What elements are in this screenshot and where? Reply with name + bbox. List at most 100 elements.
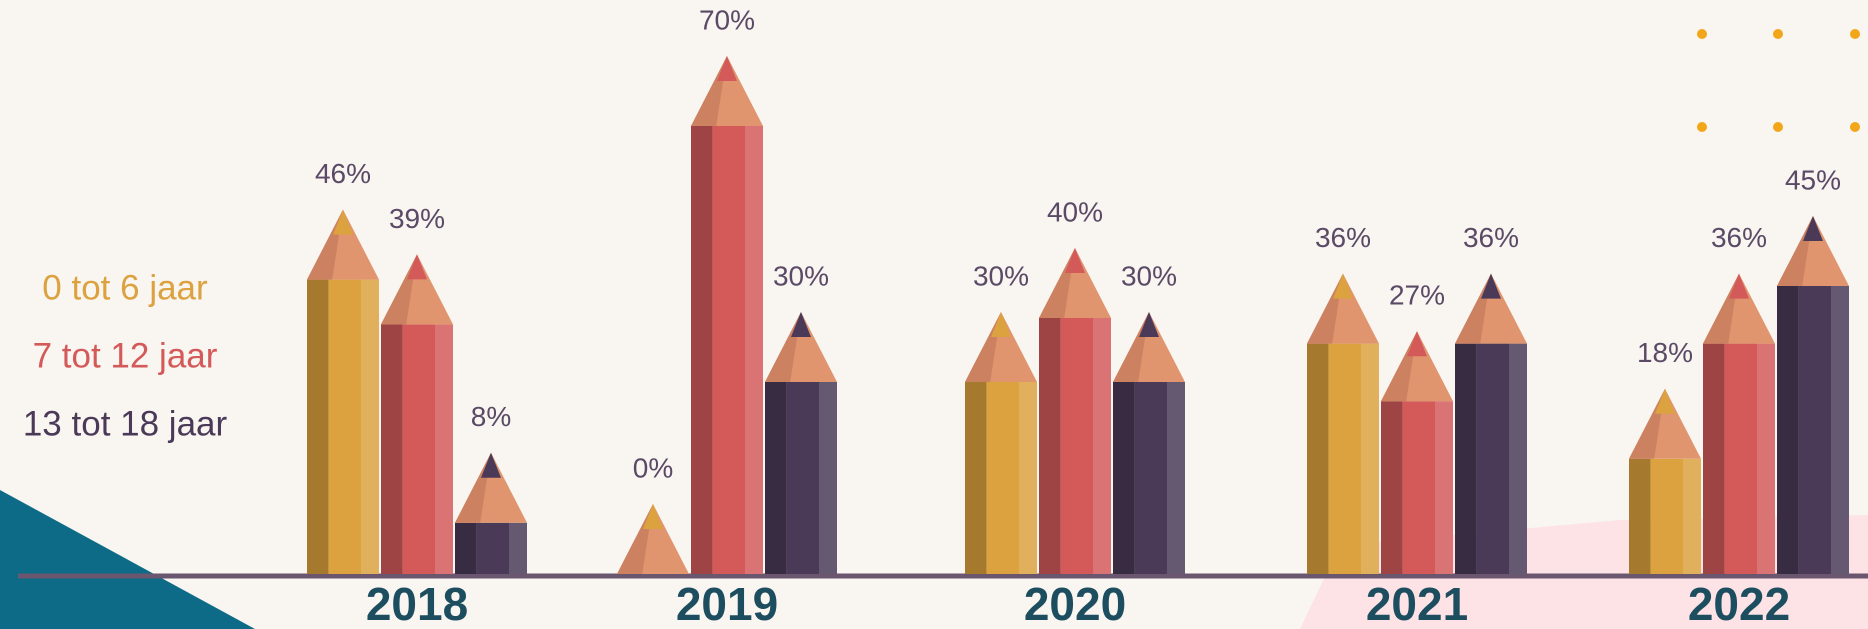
pencil [1777, 216, 1849, 574]
pencil-wood-shade [1703, 273, 1739, 344]
value-label: 39% [389, 203, 445, 234]
value-label: 8% [471, 401, 511, 432]
pencil-lead [1407, 331, 1427, 357]
value-label: 27% [1389, 280, 1445, 311]
pencil-lead [1803, 216, 1823, 241]
pencil [1307, 273, 1379, 574]
pencil [691, 56, 763, 574]
pencil-body [1402, 401, 1435, 574]
pencil-body [1650, 458, 1683, 574]
pencil-body [1328, 343, 1361, 574]
value-label: 45% [1785, 164, 1841, 195]
pencil [1113, 312, 1185, 574]
value-label: 30% [973, 260, 1029, 291]
pencil-wood-shade [1113, 312, 1149, 382]
pencil-body-light [509, 522, 527, 574]
pencil-body-light [1509, 343, 1527, 574]
pencil-body-light [1683, 458, 1701, 574]
value-label: 18% [1637, 337, 1693, 368]
pencil-body-dark [1039, 318, 1061, 574]
pencil-body [402, 324, 435, 574]
pencil-wood-shade [765, 312, 801, 382]
pencil [455, 452, 527, 574]
value-label: 36% [1711, 222, 1767, 253]
pencil-body-light [1361, 343, 1379, 574]
pencil-body [1134, 382, 1167, 574]
legend-label: 7 tot 12 jaar [33, 336, 218, 375]
pencil-body-dark [455, 522, 477, 574]
pencil-lead [407, 254, 427, 280]
pencil-lead [643, 504, 663, 529]
pencil-body-light [1435, 401, 1453, 574]
pencil-body [1060, 318, 1093, 574]
pencil-body-light [1757, 343, 1775, 574]
pencil [1455, 273, 1527, 574]
pencil-lead [717, 56, 737, 81]
pencil [765, 312, 837, 574]
pencil-body [1724, 343, 1757, 574]
pencil-wood-shade [617, 504, 653, 574]
pencil-lead [1333, 273, 1353, 299]
pencil-body-dark [307, 279, 329, 574]
pencil-body [476, 522, 509, 574]
pencil-wood-shade [455, 452, 491, 523]
pencil-body-light [1167, 382, 1185, 574]
value-label: 30% [773, 260, 829, 291]
pencil-wood-shade [1039, 248, 1075, 318]
pencil-body-dark [1455, 343, 1477, 574]
pencil [1039, 248, 1111, 574]
pencil-body [1798, 286, 1831, 574]
pencil-body-dark [1703, 343, 1725, 574]
pencil [1629, 388, 1701, 574]
pencil-lead [333, 209, 353, 235]
pencil-body [1476, 343, 1509, 574]
pencil-lead [1065, 248, 1085, 273]
pencil-lead [791, 312, 811, 337]
pencil [617, 504, 689, 574]
pencil-wood-shade [1307, 273, 1343, 344]
pencil-lead [481, 452, 501, 478]
pencil-body-dark [691, 126, 713, 574]
pencil-body-dark [1777, 286, 1799, 574]
pencil-body-light [745, 126, 763, 574]
pencil-wood-shade [307, 209, 343, 280]
pencil-lead [1655, 388, 1675, 414]
value-label: 36% [1463, 222, 1519, 253]
value-label: 30% [1121, 260, 1177, 291]
x-tick-label: 2019 [676, 578, 778, 629]
pencil [1381, 331, 1453, 574]
value-label: 40% [1047, 196, 1103, 227]
pencil-body-dark [765, 382, 787, 574]
pencil [965, 312, 1037, 574]
pencil-lead [991, 312, 1011, 337]
pencil-body-light [1093, 318, 1111, 574]
pencil-lead [1729, 273, 1749, 299]
pencil-body [328, 279, 361, 574]
value-label: 46% [315, 158, 371, 189]
pencil-lead [1481, 273, 1501, 299]
pencil-wood-shade [1777, 216, 1813, 286]
legend-label: 0 tot 6 jaar [42, 268, 208, 307]
pencil-body [712, 126, 745, 574]
pencil-wood-shade [1455, 273, 1491, 344]
pencil-wood-shade [381, 254, 417, 325]
pencil [1703, 273, 1775, 574]
pencil-body-light [435, 324, 453, 574]
pencil-body-dark [1113, 382, 1135, 574]
pencil-body-light [819, 382, 837, 574]
pencil-wood-shade [965, 312, 1001, 382]
pencil [381, 254, 453, 574]
value-label: 0% [633, 452, 673, 483]
pencil-body-dark [381, 324, 403, 574]
pencil-body [786, 382, 819, 574]
pencil-lead [1139, 312, 1159, 337]
value-label: 36% [1315, 222, 1371, 253]
x-tick-label: 2018 [366, 578, 468, 629]
pencil-body-light [1831, 286, 1849, 574]
pencil-wood-shade [1381, 331, 1417, 402]
value-label: 70% [699, 4, 755, 35]
dot-decoration [1697, 29, 1860, 132]
teal-decoration [0, 490, 255, 629]
pencil-body-light [1019, 382, 1037, 574]
